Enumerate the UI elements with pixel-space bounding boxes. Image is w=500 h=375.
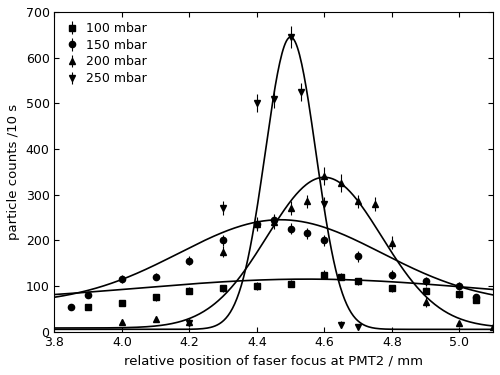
X-axis label: relative position of faser focus at PMT2 / mm: relative position of faser focus at PMT2… (124, 355, 423, 368)
Y-axis label: particle counts /10 s: particle counts /10 s (7, 104, 20, 240)
Legend: 100 mbar, 150 mbar, 200 mbar, 250 mbar: 100 mbar, 150 mbar, 200 mbar, 250 mbar (60, 18, 150, 89)
